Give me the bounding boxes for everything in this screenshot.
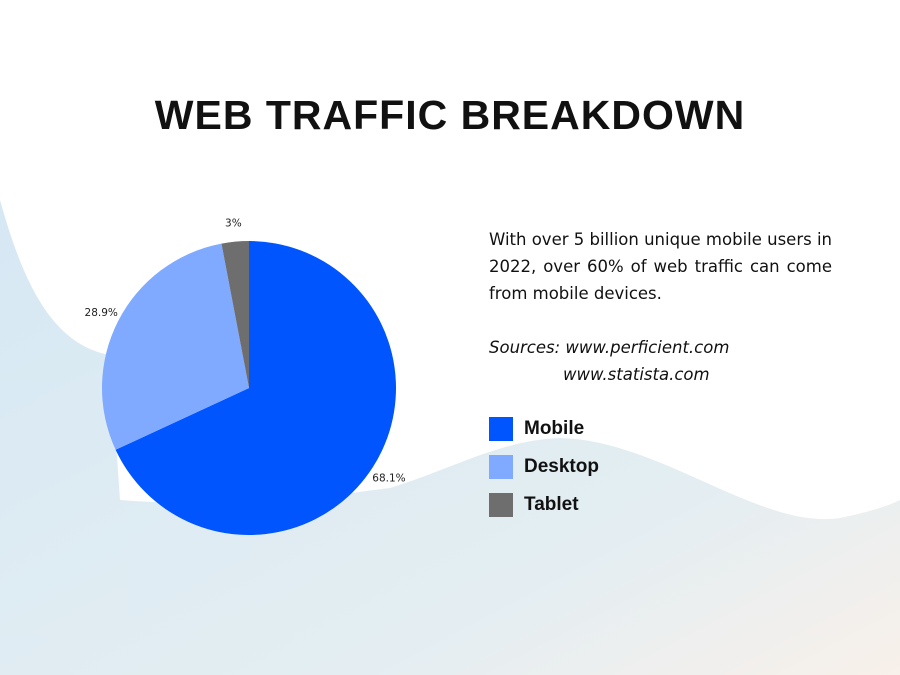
legend-swatch-desktop — [489, 455, 513, 479]
source-line-2: www.statista.com — [563, 365, 710, 384]
chart-title: WEB TRAFFIC BREAKDOWN — [154, 92, 746, 138]
pie-slice-desktop — [102, 243, 249, 450]
legend-swatch-tablet — [489, 493, 513, 517]
legend-item-desktop: Desktop — [489, 455, 599, 479]
pie-slice-tablet — [221, 241, 249, 388]
legend-item-tablet: Tablet — [489, 493, 599, 517]
legend-label: Mobile — [524, 418, 585, 439]
pie-label-tablet: 3% — [225, 218, 242, 230]
legend-item-mobile: Mobile — [489, 417, 599, 441]
source-line-1: Sources: www.perficient.com — [489, 338, 730, 357]
legend-label: Desktop — [524, 456, 599, 477]
legend-label: Tablet — [524, 494, 579, 515]
sources: Sources: www.perficient.com www.statista… — [489, 334, 729, 388]
pie-label-desktop: 28.9% — [85, 307, 118, 319]
legend-swatch-mobile — [489, 417, 513, 441]
legend: Mobile Desktop Tablet — [489, 417, 599, 531]
pie-slice-mobile — [115, 241, 396, 536]
description-text: With over 5 billion unique mobile users … — [489, 230, 833, 303]
pie-label-mobile: 68.1% — [372, 472, 405, 484]
